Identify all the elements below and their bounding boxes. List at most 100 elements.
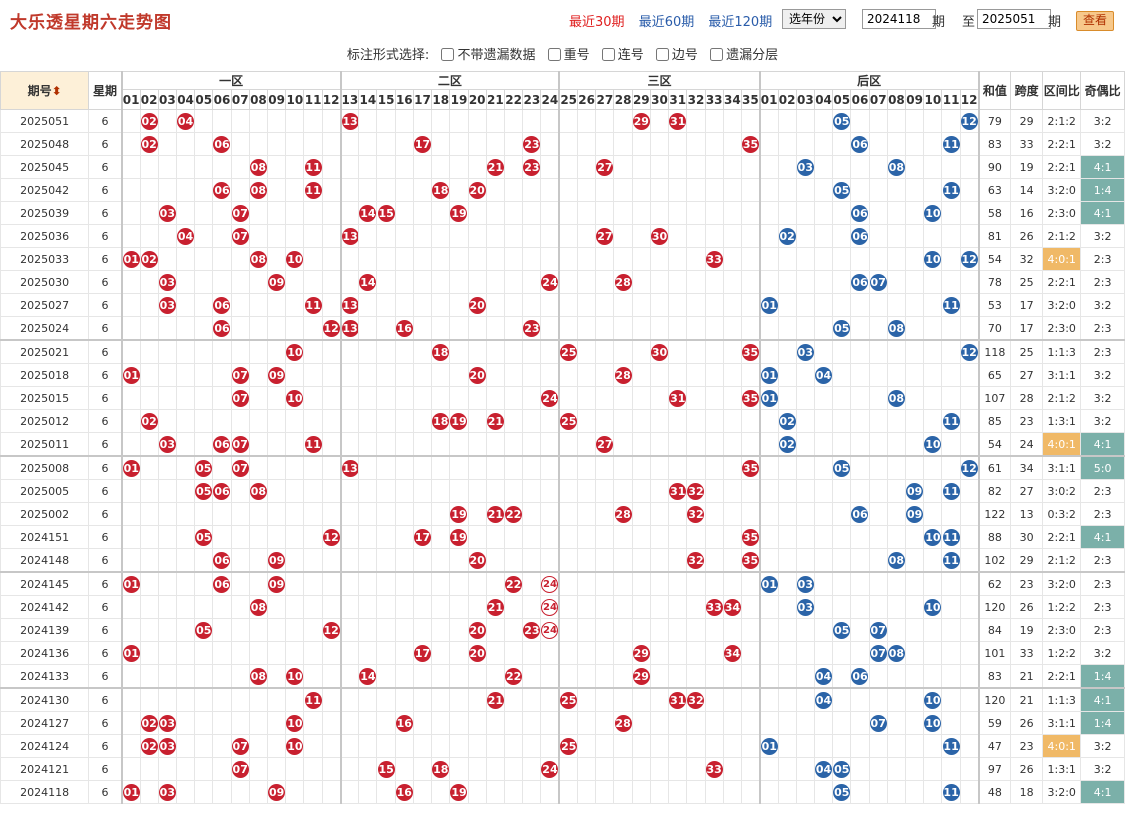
front-cell bbox=[285, 455, 305, 480]
sum-cell: 78 bbox=[977, 270, 1012, 294]
front-cell bbox=[649, 687, 670, 712]
front-cell bbox=[504, 224, 524, 248]
back-cell bbox=[813, 409, 834, 433]
back-cell: 01 bbox=[758, 293, 779, 317]
period-link-30[interactable]: 最近30期 bbox=[569, 15, 625, 30]
front-cell bbox=[412, 479, 433, 503]
front-ball: 17 bbox=[414, 528, 431, 546]
front-cell bbox=[303, 595, 323, 619]
sort-icon: ⬍ bbox=[51, 84, 62, 98]
front-cell bbox=[649, 780, 670, 804]
header-num: 11 bbox=[303, 89, 323, 110]
zone-ratio-cell: 2:2:1 bbox=[1042, 155, 1082, 179]
option-checkbox[interactable] bbox=[601, 48, 615, 61]
front-cell: 20 bbox=[467, 293, 487, 317]
option-consecutive[interactable]: 连号 bbox=[601, 48, 644, 63]
year-select[interactable]: 选年份 bbox=[782, 9, 846, 29]
front-cell: 16 bbox=[394, 711, 414, 735]
header-period[interactable]: 期号⬍ bbox=[0, 71, 90, 110]
back-cell bbox=[905, 757, 925, 781]
back-cell bbox=[868, 178, 888, 202]
front-cell bbox=[321, 780, 342, 804]
front-cell bbox=[248, 734, 269, 758]
front-cell bbox=[558, 247, 579, 271]
back-cell: 06 bbox=[850, 270, 870, 294]
option-edge[interactable]: 边号 bbox=[655, 48, 698, 63]
sum-cell: 54 bbox=[977, 432, 1012, 457]
front-ball: 16 bbox=[396, 783, 413, 801]
back-ball: 05 bbox=[833, 459, 850, 477]
front-cell bbox=[722, 479, 743, 503]
front-ball: 10 bbox=[286, 250, 303, 268]
front-cell bbox=[577, 316, 597, 341]
span-cell: 34 bbox=[1010, 455, 1044, 480]
front-cell bbox=[740, 178, 761, 202]
front-cell: 16 bbox=[394, 316, 414, 341]
front-cell bbox=[449, 316, 469, 341]
front-cell bbox=[577, 571, 597, 596]
back-cell bbox=[813, 132, 834, 156]
span-cell: 27 bbox=[1010, 479, 1044, 503]
front-cell bbox=[631, 386, 651, 410]
front-cell: 32 bbox=[686, 479, 706, 503]
option-checkbox[interactable] bbox=[547, 48, 561, 61]
front-cell bbox=[376, 293, 396, 317]
front-cell bbox=[577, 618, 597, 642]
period-link-60[interactable]: 最近60期 bbox=[638, 15, 695, 30]
back-cell bbox=[905, 780, 925, 804]
front-cell: 02 bbox=[139, 711, 159, 735]
header-num: 10 bbox=[285, 89, 305, 110]
back-cell bbox=[905, 571, 925, 596]
front-ball: 35 bbox=[742, 343, 759, 361]
front-cell bbox=[686, 339, 706, 364]
back-cell: 01 bbox=[758, 571, 779, 596]
front-cell bbox=[175, 386, 196, 410]
front-cell bbox=[504, 641, 524, 665]
front-cell bbox=[467, 155, 487, 179]
front-cell bbox=[267, 525, 287, 549]
option-checkbox[interactable] bbox=[441, 48, 455, 61]
to-label: 至 bbox=[962, 15, 976, 30]
back-cell bbox=[868, 247, 888, 271]
front-ball: 01 bbox=[123, 250, 139, 268]
front-cell: 16 bbox=[394, 780, 414, 804]
front-cell: 35 bbox=[740, 525, 761, 549]
week-cell: 6 bbox=[88, 711, 123, 735]
front-cell bbox=[376, 247, 396, 271]
back-cell: 05 bbox=[832, 109, 852, 133]
option-layer[interactable]: 遗漏分层 bbox=[710, 48, 778, 63]
option-no-omit[interactable]: 不带遗漏数据 bbox=[441, 48, 535, 63]
back-ball: 09 bbox=[906, 505, 923, 523]
front-cell bbox=[740, 432, 761, 457]
back-cell bbox=[813, 293, 834, 317]
back-cell: 08 bbox=[886, 548, 907, 573]
back-cell: 05 bbox=[832, 780, 852, 804]
period-cell: 2025048 bbox=[0, 132, 90, 156]
front-cell: 23 bbox=[522, 316, 542, 341]
back-ball: 11 bbox=[942, 551, 960, 569]
period-cell: 2024151 bbox=[0, 525, 90, 549]
front-cell bbox=[504, 595, 524, 619]
back-ball: 12 bbox=[961, 459, 978, 477]
front-ball: 06 bbox=[213, 296, 231, 314]
back-cell bbox=[886, 201, 907, 225]
back-ball: 11 bbox=[942, 135, 960, 153]
from-period-input[interactable] bbox=[862, 9, 936, 29]
to-period-input[interactable] bbox=[977, 9, 1051, 29]
front-cell bbox=[248, 293, 269, 317]
front-ball: 35 bbox=[742, 551, 759, 569]
front-cell bbox=[212, 664, 232, 689]
front-cell bbox=[485, 293, 506, 317]
option-checkbox[interactable] bbox=[655, 48, 669, 61]
option-checkbox[interactable] bbox=[710, 48, 724, 61]
back-cell bbox=[850, 316, 870, 341]
front-cell bbox=[467, 409, 487, 433]
period-link-120[interactable]: 最近120期 bbox=[708, 15, 773, 30]
query-button[interactable]: 查看 bbox=[1076, 11, 1114, 31]
option-repeat[interactable]: 重号 bbox=[547, 48, 590, 63]
odd-even-cell: 3:2 bbox=[1080, 132, 1125, 156]
front-ball: 06 bbox=[213, 482, 231, 500]
back-cell bbox=[777, 664, 797, 689]
front-cell: 08 bbox=[248, 178, 269, 202]
front-cell bbox=[449, 595, 469, 619]
